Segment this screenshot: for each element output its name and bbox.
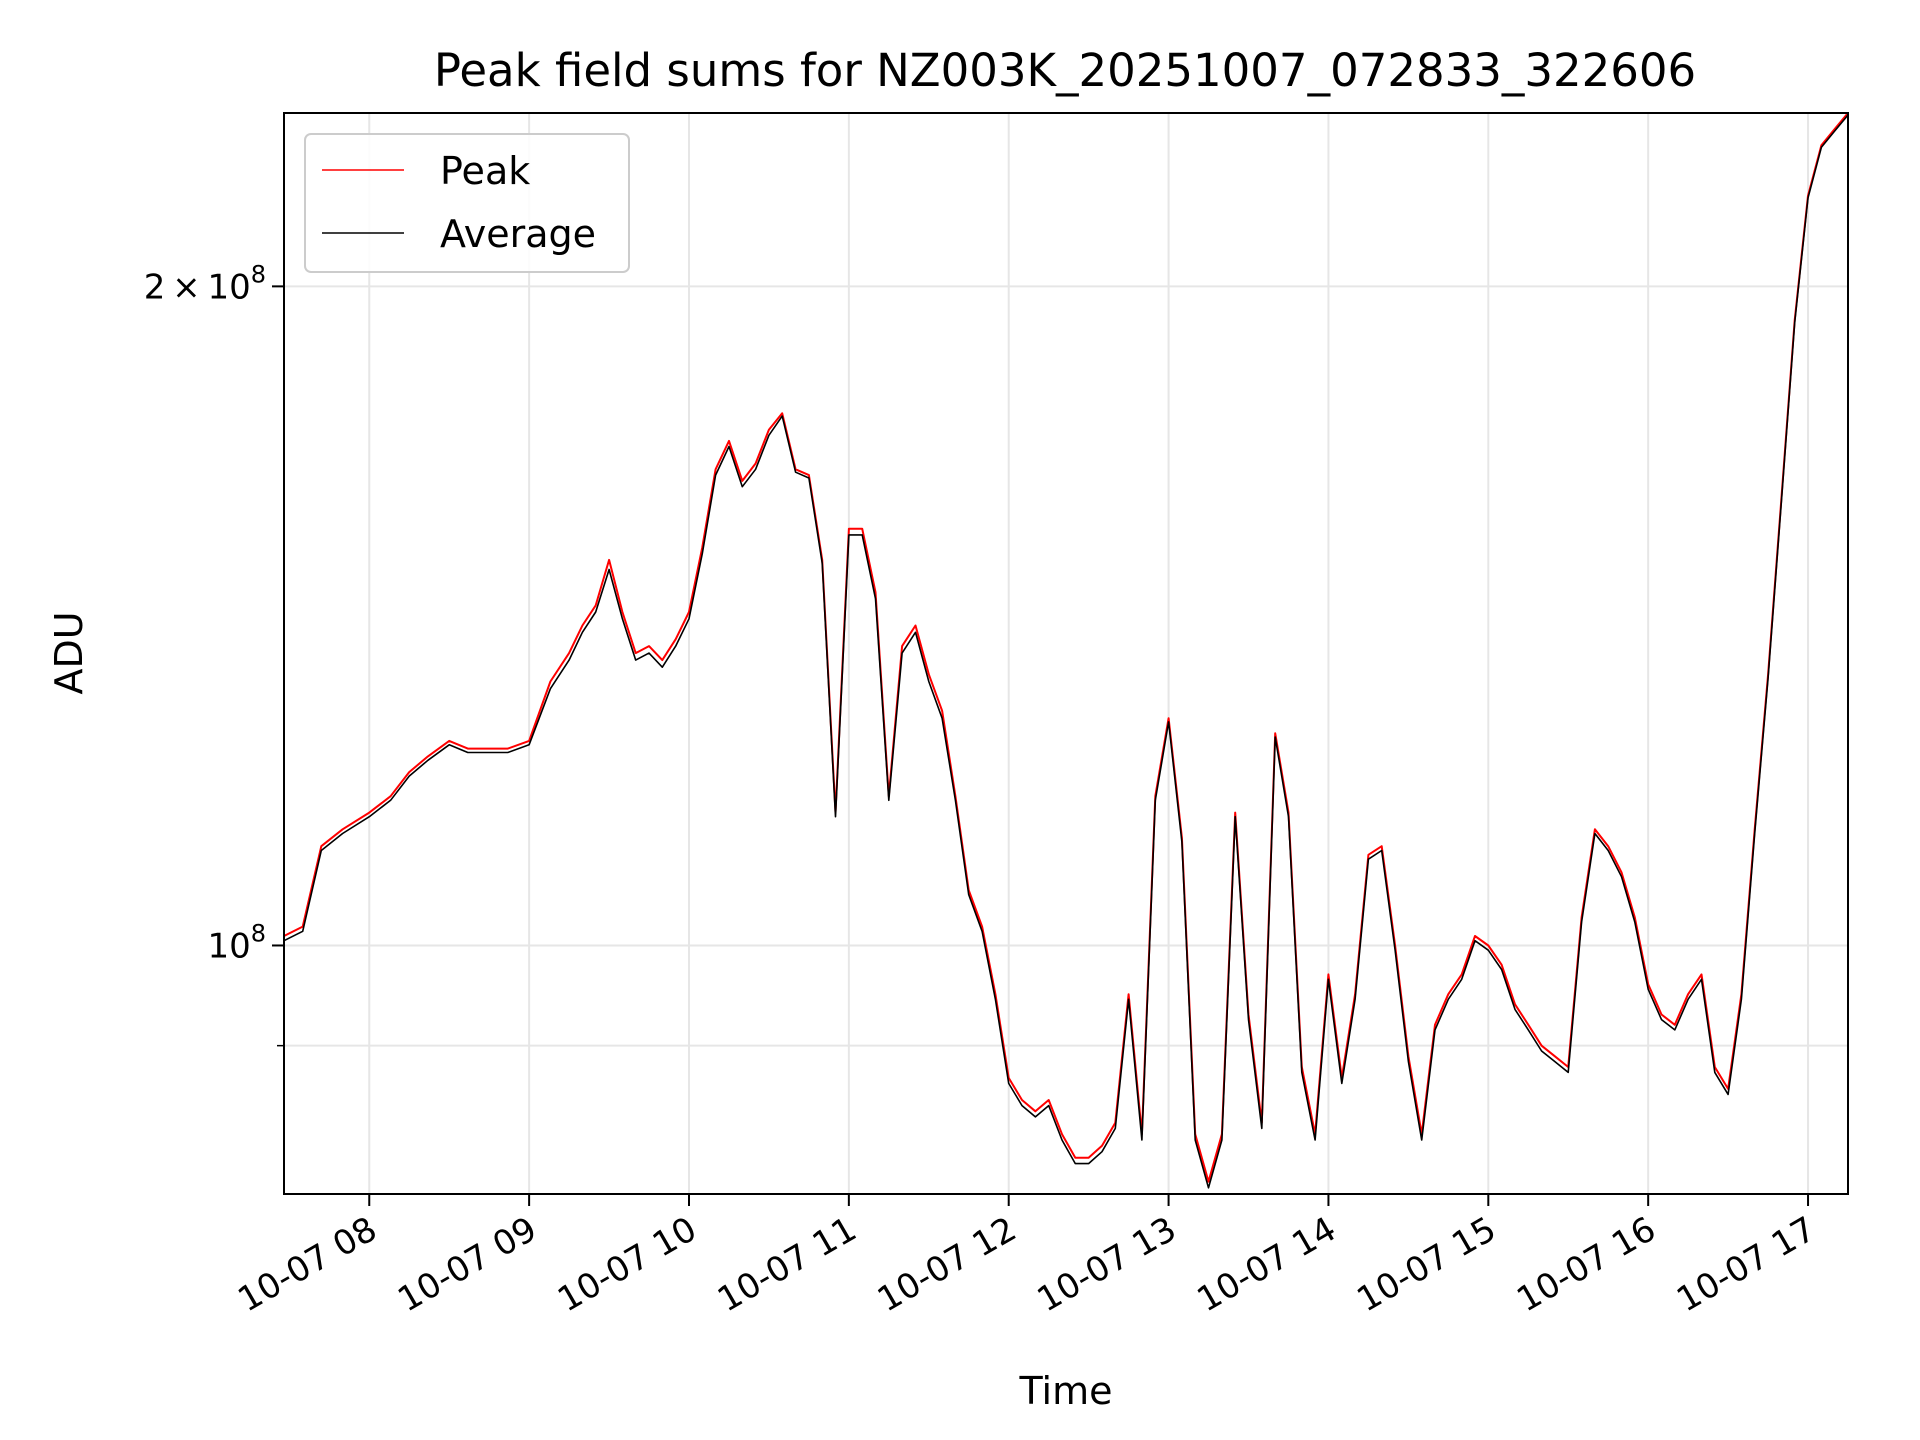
y-axis-label: ADU — [47, 611, 91, 694]
chart-title: Peak field sums for NZ003K_20251007_0728… — [434, 44, 1696, 97]
grid — [284, 113, 1848, 1194]
series-line-average — [283, 114, 1849, 1189]
legend: Peak Average — [304, 133, 630, 273]
x-axis-label: Time — [1019, 1369, 1113, 1413]
y-tick-label: 2 × 108 — [144, 260, 266, 307]
legend-label-peak: Peak — [440, 149, 530, 193]
legend-label-average: Average — [440, 212, 596, 256]
plot-frame — [283, 112, 1849, 1195]
y-tick-label: 108 — [207, 919, 266, 966]
series-lines — [283, 112, 1849, 1189]
legend-box — [304, 133, 630, 273]
